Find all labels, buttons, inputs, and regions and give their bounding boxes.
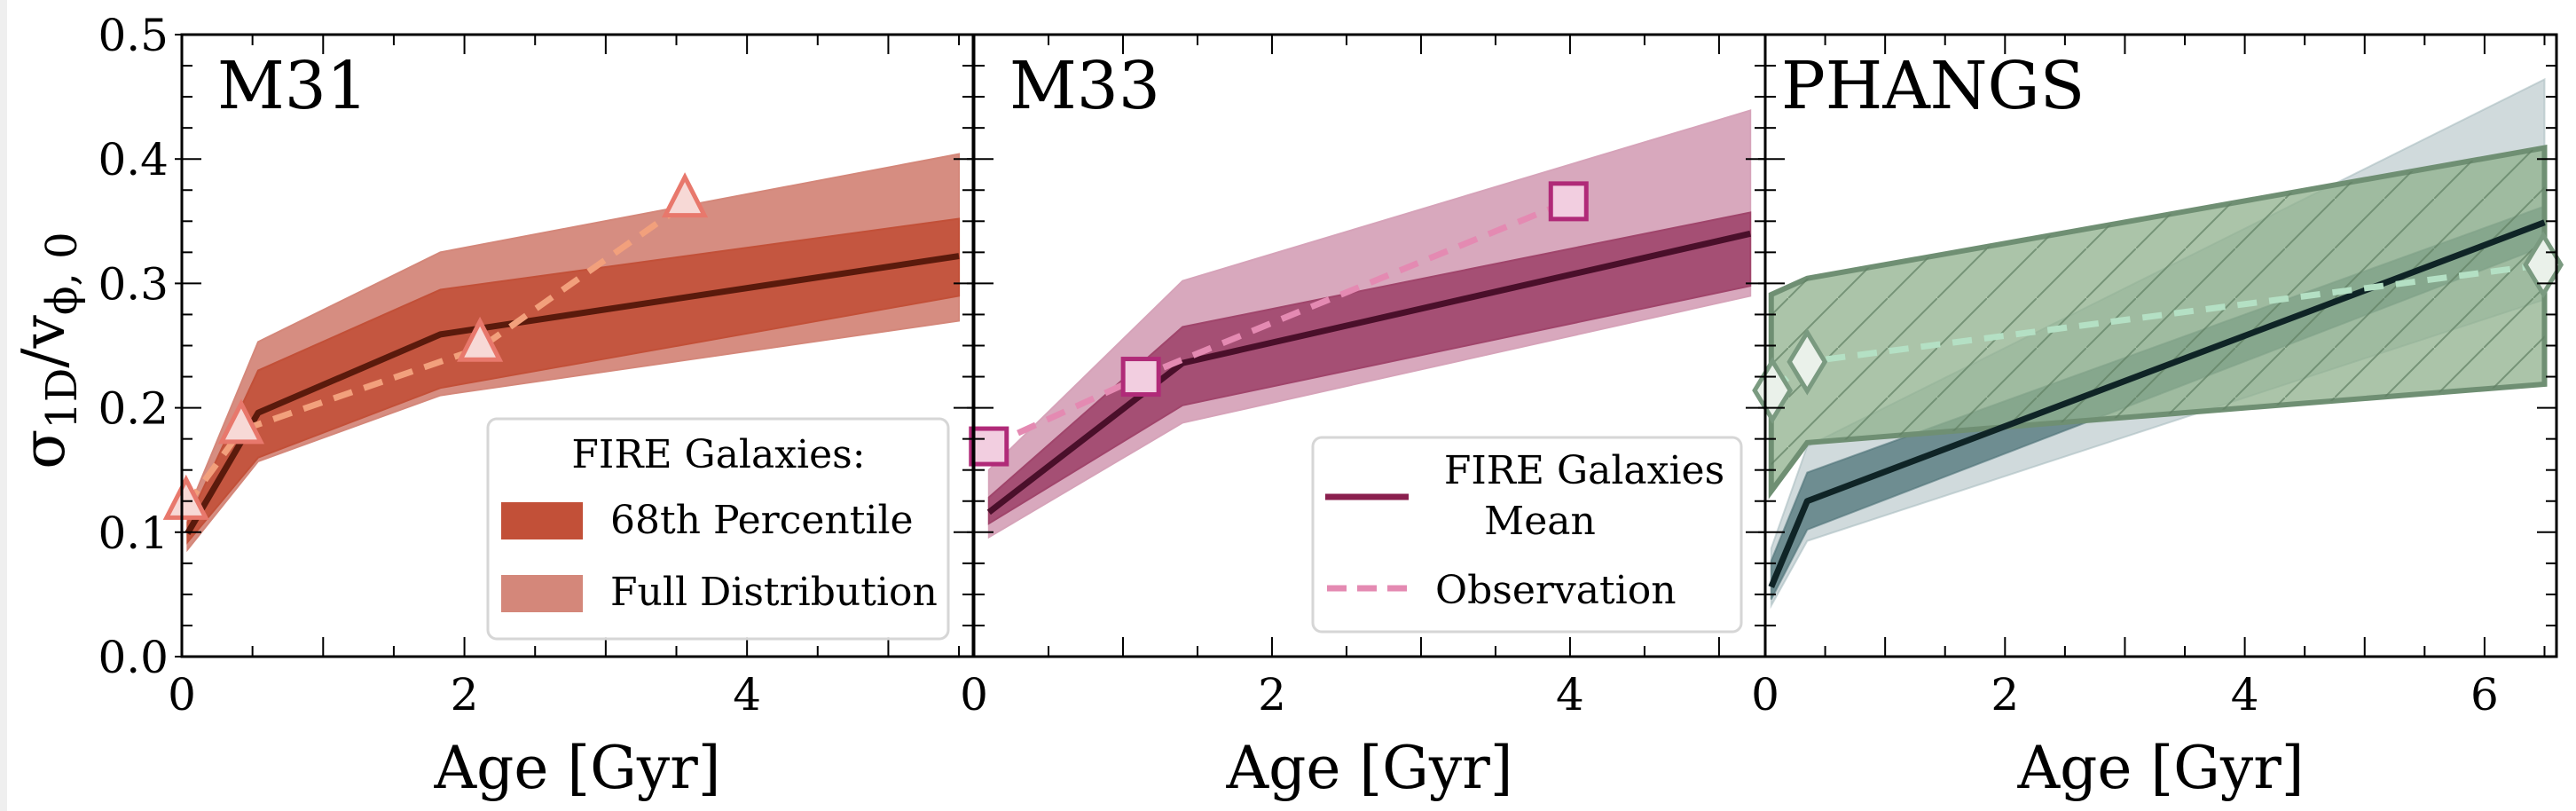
fire-mean-line bbox=[1768, 219, 2546, 588]
fire-mean-line bbox=[986, 230, 1751, 516]
panel-phangs-data bbox=[1768, 77, 2548, 610]
legend-box bbox=[486, 417, 950, 641]
observation-marker-triangle bbox=[217, 398, 264, 445]
legend-title: FIRE Galaxies: bbox=[571, 432, 865, 477]
fire-68th-percentile-band bbox=[186, 217, 961, 545]
x-tick-label: 4 bbox=[2231, 669, 2259, 720]
legend-label-fire-mean-line2: Mean bbox=[1484, 499, 1596, 544]
observation-range-hatch bbox=[1771, 147, 2545, 492]
observation-line bbox=[183, 201, 687, 508]
observation-marker-triangle bbox=[162, 474, 209, 520]
x-tick-label: 2 bbox=[451, 669, 479, 720]
y-axis-label: σ1D/vϕ, 0 bbox=[10, 232, 87, 468]
y-tick-label: 0.2 bbox=[98, 383, 169, 435]
x-axis-label: Age [Gyr] bbox=[2016, 734, 2304, 802]
x-tick-label: 6 bbox=[2470, 669, 2499, 720]
x-tick-label: 4 bbox=[733, 669, 761, 720]
panel-title: M33 bbox=[1009, 48, 1160, 124]
fire-mean-line bbox=[185, 253, 960, 535]
x-tick-label: 0 bbox=[1751, 669, 1779, 720]
legend-swatch-full-distribution bbox=[501, 575, 583, 612]
legend-label-fire-mean-line1: FIRE Galaxies bbox=[1444, 448, 1724, 493]
legend-m31: FIRE Galaxies: 68th Percentile Full Distri… bbox=[486, 417, 950, 641]
observation-marker-square bbox=[1120, 357, 1161, 398]
observation-marker-triangle bbox=[457, 316, 504, 362]
y-tick-label: 0.4 bbox=[98, 134, 169, 185]
observation-marker-diamond bbox=[1752, 357, 1794, 424]
legend-swatch-68th-percentile bbox=[501, 502, 583, 539]
legend-label-observation: Observation bbox=[1435, 568, 1677, 613]
panel-title: M31 bbox=[217, 48, 368, 124]
x-axis-label: Age [Gyr] bbox=[433, 734, 720, 802]
observation-marker-square bbox=[969, 426, 1009, 467]
legend-label-68th-percentile: 68th Percentile bbox=[610, 498, 914, 543]
fire-68th-percentile-band bbox=[987, 211, 1752, 525]
y-tick-label: 0.3 bbox=[98, 258, 169, 310]
y-tick-label: 0.0 bbox=[98, 632, 169, 683]
x-tick-label: 4 bbox=[1556, 669, 1584, 720]
observation-marker-square bbox=[1548, 181, 1589, 222]
x-axis-label: Age [Gyr] bbox=[1225, 734, 1512, 802]
x-tick-label: 2 bbox=[1258, 669, 1286, 720]
x-tick-label: 0 bbox=[960, 669, 988, 720]
y-tick-label: 0.5 bbox=[98, 10, 169, 61]
y-tick-label: 0.1 bbox=[98, 508, 169, 559]
legend-m33: FIRE Galaxies Mean Observation bbox=[1311, 436, 1743, 634]
observation-marker-diamond bbox=[2523, 231, 2564, 299]
legend-box bbox=[1311, 436, 1743, 634]
image-left-border bbox=[0, 0, 7, 811]
legend-label-full-distribution: Full Distribution bbox=[610, 570, 938, 615]
panel-title: PHANGS bbox=[1781, 48, 2085, 124]
observation-marker-triangle bbox=[661, 172, 709, 218]
x-tick-label: 0 bbox=[168, 669, 196, 720]
panel-m31-data bbox=[183, 153, 961, 553]
observation-marker-diamond bbox=[1787, 327, 1828, 396]
x-tick-label: 2 bbox=[1991, 669, 2019, 720]
